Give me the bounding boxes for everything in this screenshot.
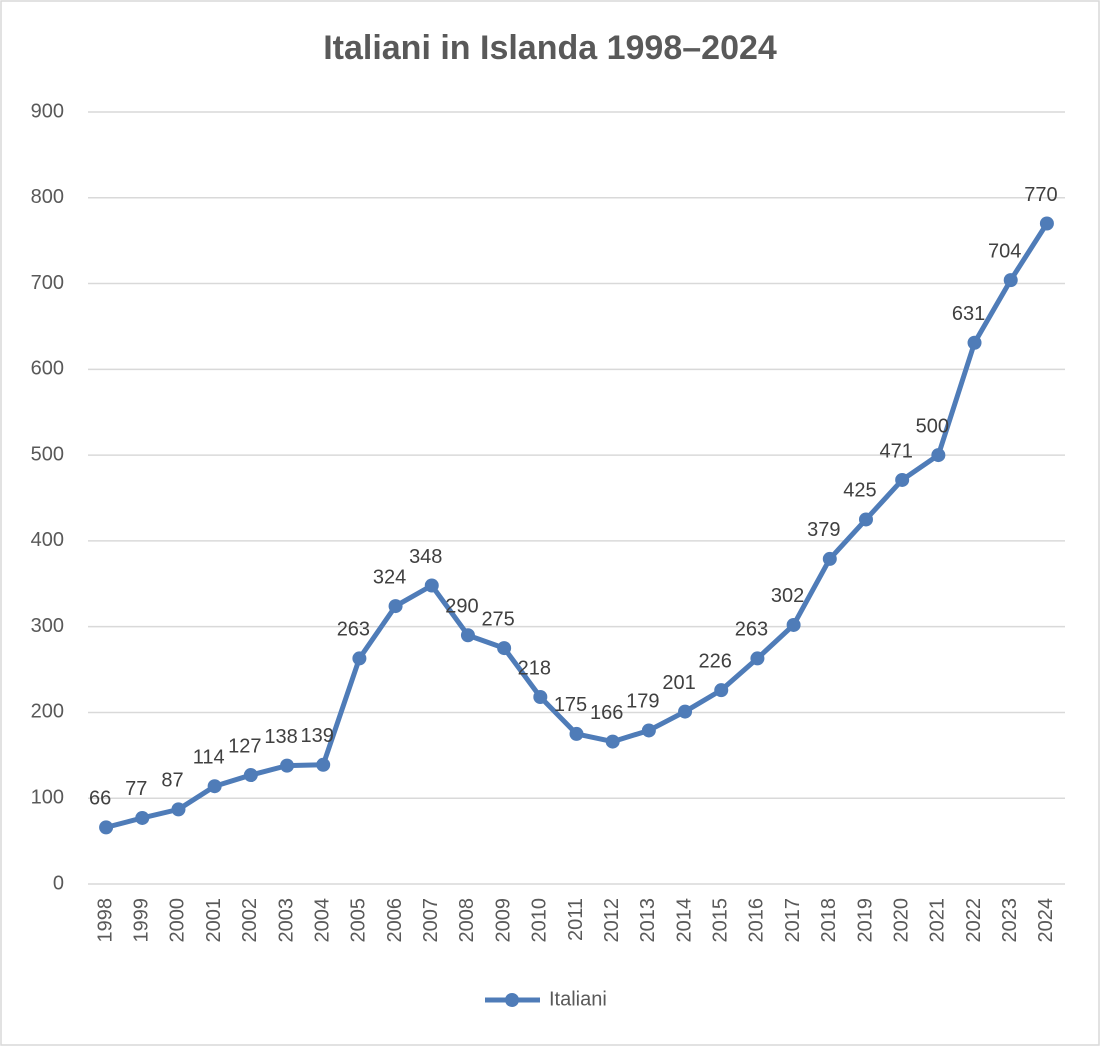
data-label: 77: [125, 778, 147, 800]
x-tick-label: 2008: [456, 898, 478, 943]
point: [895, 472, 910, 487]
data-label: 138: [264, 726, 297, 748]
point: [171, 802, 186, 817]
point: [1003, 273, 1018, 288]
x-tick-label: 2009: [492, 898, 514, 943]
data-label: 166: [590, 702, 623, 724]
point: [714, 683, 729, 698]
data-label: 275: [481, 608, 514, 630]
y-tick-label: 600: [31, 358, 64, 380]
point: [678, 704, 693, 719]
point: [569, 726, 584, 741]
y-tick-label: 900: [31, 100, 64, 122]
point: [424, 578, 439, 593]
x-tick-label: 2018: [818, 898, 840, 943]
point: [243, 768, 258, 783]
data-label: 226: [699, 650, 732, 672]
chart-title: Italiani in Islanda 1998–2024: [323, 29, 777, 67]
point: [316, 757, 331, 772]
x-tick-label: 2023: [999, 898, 1021, 943]
point: [207, 779, 222, 794]
point: [858, 512, 873, 527]
data-label: 127: [228, 735, 261, 757]
y-tick-label: 700: [31, 272, 64, 294]
x-tick-label: 2017: [782, 898, 804, 943]
data-label: 218: [518, 657, 551, 679]
data-label: 201: [662, 672, 695, 694]
point: [533, 690, 548, 705]
y-tick-label: 500: [31, 443, 64, 465]
x-tick-label: 2004: [311, 898, 333, 943]
x-tick-label: 2020: [890, 898, 912, 943]
x-tick-label: 2002: [239, 898, 261, 943]
x-tick-label: 1998: [94, 898, 116, 943]
point: [135, 810, 150, 825]
x-tick-label: 2005: [348, 898, 370, 943]
point: [1039, 216, 1054, 231]
x-tick-label: 2022: [963, 898, 985, 943]
y-tick-label: 400: [31, 529, 64, 551]
x-tick-label: 2016: [746, 898, 768, 943]
x-tick-label: 2019: [854, 898, 876, 943]
data-label: 66: [89, 788, 111, 810]
x-tick-label: 2024: [1035, 898, 1057, 943]
data-label: 348: [409, 546, 442, 568]
point: [280, 758, 295, 773]
data-label: 175: [554, 694, 587, 716]
x-tick-label: 2014: [673, 898, 695, 943]
point: [352, 651, 367, 666]
y-tick-label: 100: [31, 787, 64, 809]
data-label: 324: [373, 566, 406, 588]
x-tick-label: 2012: [601, 898, 623, 943]
x-tick-label: 2003: [275, 898, 297, 943]
data-label: 263: [337, 619, 370, 641]
point: [388, 599, 403, 614]
point: [605, 734, 620, 749]
data-label: 290: [445, 596, 478, 618]
data-label: 425: [843, 480, 876, 502]
legend-label: Italiani: [549, 988, 607, 1010]
y-tick-label: 0: [53, 872, 64, 894]
x-tick-label: 2011: [565, 898, 587, 941]
x-tick-label: 2006: [384, 898, 406, 943]
x-tick-label: 2000: [167, 898, 189, 943]
point: [497, 641, 512, 656]
legend-marker: [505, 993, 519, 1007]
data-label: 179: [626, 691, 659, 713]
point: [931, 448, 946, 463]
data-label: 631: [952, 303, 985, 325]
data-label: 263: [735, 619, 768, 641]
data-label: 379: [807, 519, 840, 541]
data-label: 114: [193, 746, 225, 768]
data-label: 302: [771, 585, 804, 607]
point: [750, 651, 765, 666]
point: [460, 628, 475, 643]
data-label: 139: [301, 725, 334, 747]
x-tick-label: 2021: [927, 898, 949, 943]
data-label: 500: [916, 415, 949, 437]
y-tick-label: 800: [31, 186, 64, 208]
data-label: 770: [1024, 184, 1057, 206]
point: [967, 335, 982, 350]
point: [99, 820, 114, 835]
data-label: 471: [879, 440, 912, 462]
x-tick-label: 2001: [203, 898, 225, 943]
x-tick-label: 2013: [637, 898, 659, 943]
data-label: 87: [161, 770, 183, 792]
y-tick-label: 200: [31, 701, 64, 723]
point: [786, 617, 801, 632]
x-tick-label: 2007: [420, 898, 442, 943]
x-tick-label: 1999: [131, 898, 153, 943]
data-label: 704: [988, 240, 1021, 262]
x-tick-label: 2015: [710, 898, 732, 943]
point: [822, 551, 837, 566]
x-tick-label: 2010: [529, 898, 551, 943]
point: [641, 723, 656, 738]
y-tick-label: 300: [31, 615, 64, 637]
